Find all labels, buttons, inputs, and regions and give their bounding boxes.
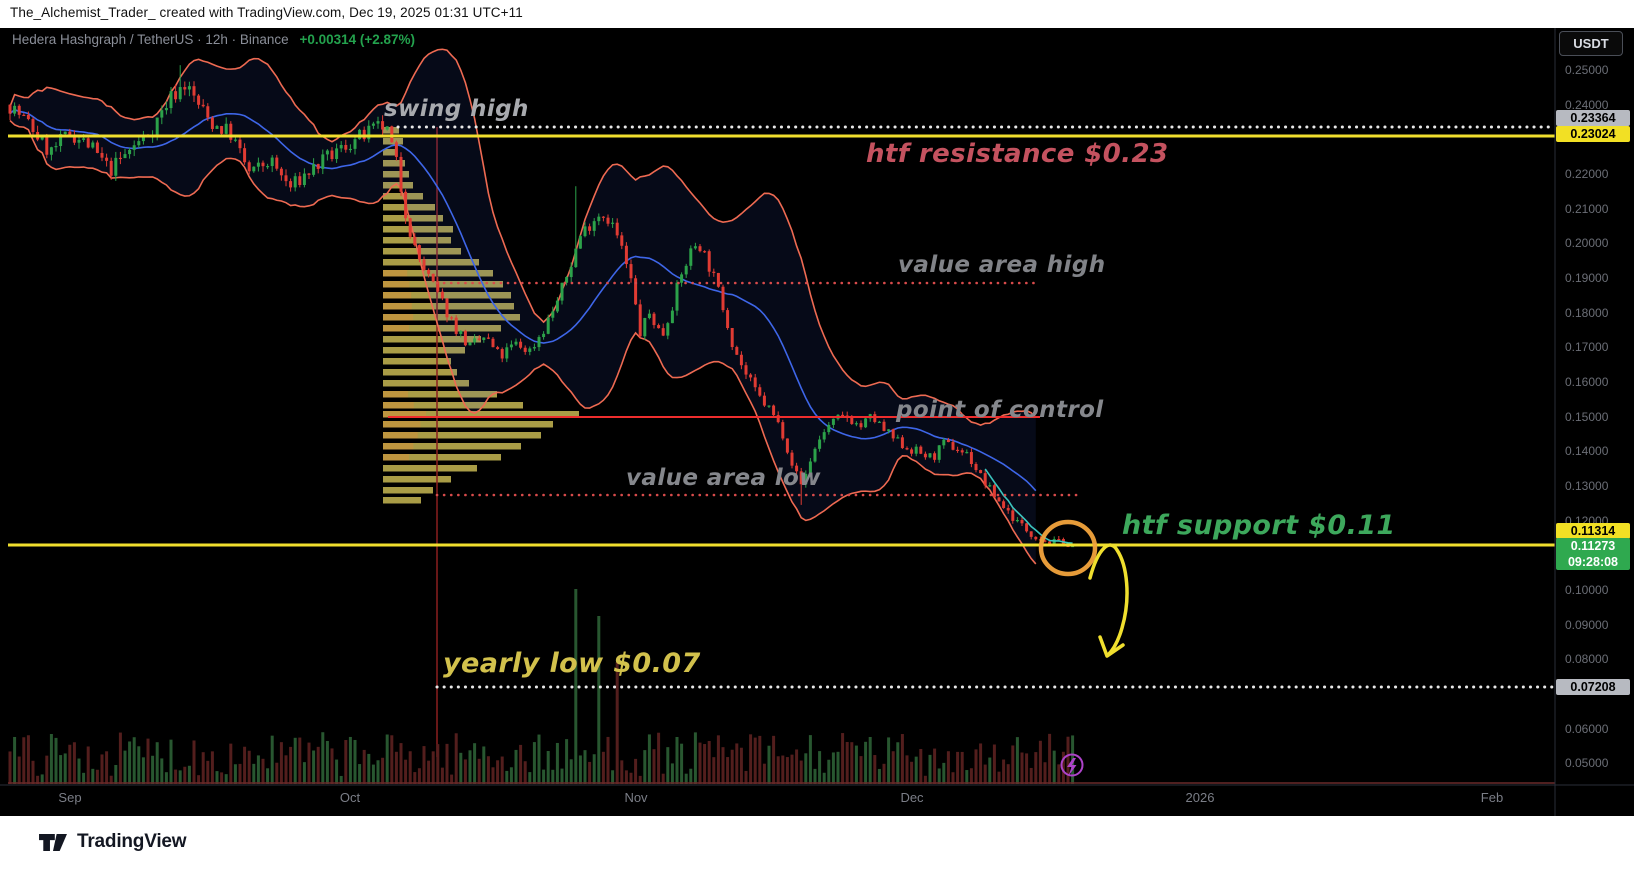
time-tick-label: 2026 (1185, 790, 1215, 805)
price-tick-label: 0.05000 (1565, 756, 1609, 771)
volume-pane (8, 589, 1075, 784)
countdown-timer: 09:28:08 (1567, 555, 1619, 569)
htf-resistance-label[interactable]: htf resistance $0.23 (866, 139, 1169, 169)
price-tick-label: 0.10000 (1565, 583, 1609, 598)
candlesticks (8, 65, 1075, 548)
level-price-label: 0.23024 (1556, 126, 1630, 142)
time-axis[interactable]: Sep Oct Nov Dec 2026 Feb (0, 786, 1555, 816)
flash-marker-icon[interactable] (1060, 753, 1084, 777)
price-tick-label: 0.25000 (1565, 62, 1609, 77)
price-tick-label: 0.09000 (1565, 617, 1609, 632)
swing-high-label[interactable]: swing high (384, 96, 529, 122)
level-price-label: 0.07208 (1556, 679, 1630, 695)
price-tick-label: 0.06000 (1565, 721, 1609, 736)
price-tick-label: 0.17000 (1565, 340, 1609, 355)
time-tick-label: Nov (624, 790, 648, 805)
time-tick-label: Feb (1480, 790, 1504, 805)
level-price-label: 0.23364 (1556, 110, 1630, 126)
currency-toggle-button[interactable]: USDT (1559, 31, 1623, 56)
header-attribution: The_Alchemist_Trader_ created with Tradi… (10, 5, 523, 20)
price-tick-label: 0.14000 (1565, 444, 1609, 459)
symbol-title: Hedera Hashgraph / TetherUS · 12h · Bina… (12, 32, 289, 47)
point-of-control-label[interactable]: point of control (896, 397, 1104, 423)
price-tick-label: 0.21000 (1565, 201, 1609, 216)
teal-ma-line (984, 468, 1073, 544)
yearly-low-label[interactable]: yearly low $0.07 (443, 648, 701, 679)
price-tick-label: 0.15000 (1565, 409, 1609, 424)
price-axis[interactable]: USDT 0.25000 0.24000 0.22000 0.21000 0.20000… (1555, 28, 1634, 816)
price-tick-label: 0.19000 (1565, 271, 1609, 285)
htf-support-label[interactable]: htf support $0.11 (1122, 510, 1396, 541)
tradingview-mark-icon (39, 833, 67, 851)
price-change: +0.00314 (+2.87%) (299, 32, 416, 47)
price-tick-label: 0.16000 (1565, 375, 1609, 390)
current-price-label: 0.11273 09:28:08 (1556, 538, 1630, 570)
symbol-legend[interactable]: Hedera Hashgraph / TetherUS · 12h · Bina… (12, 32, 415, 47)
price-tick-label: 0.22000 (1565, 167, 1609, 181)
time-tick-label: Oct (339, 790, 361, 805)
projection-arrow-drawing[interactable] (1088, 543, 1129, 658)
price-tick-label: 0.08000 (1565, 652, 1609, 667)
time-tick-label: Dec (900, 790, 924, 805)
time-tick-label: Sep (58, 790, 82, 805)
tradingview-logo[interactable]: TradingView (38, 831, 187, 853)
price-tick-label: 0.18000 (1565, 305, 1609, 320)
level-price-label: 0.11314 (1556, 523, 1630, 539)
price-tick-label: 0.13000 (1565, 479, 1609, 494)
highlight-circle-drawing[interactable] (1038, 519, 1098, 577)
value-area-low-label[interactable]: value area low (626, 465, 821, 491)
price-tick-label: 0.24000 (1565, 97, 1609, 112)
value-area-high-label[interactable]: value area high (898, 252, 1106, 278)
tradingview-wordmark: TradingView (77, 831, 187, 852)
price-tick-label: 0.20000 (1565, 236, 1609, 251)
